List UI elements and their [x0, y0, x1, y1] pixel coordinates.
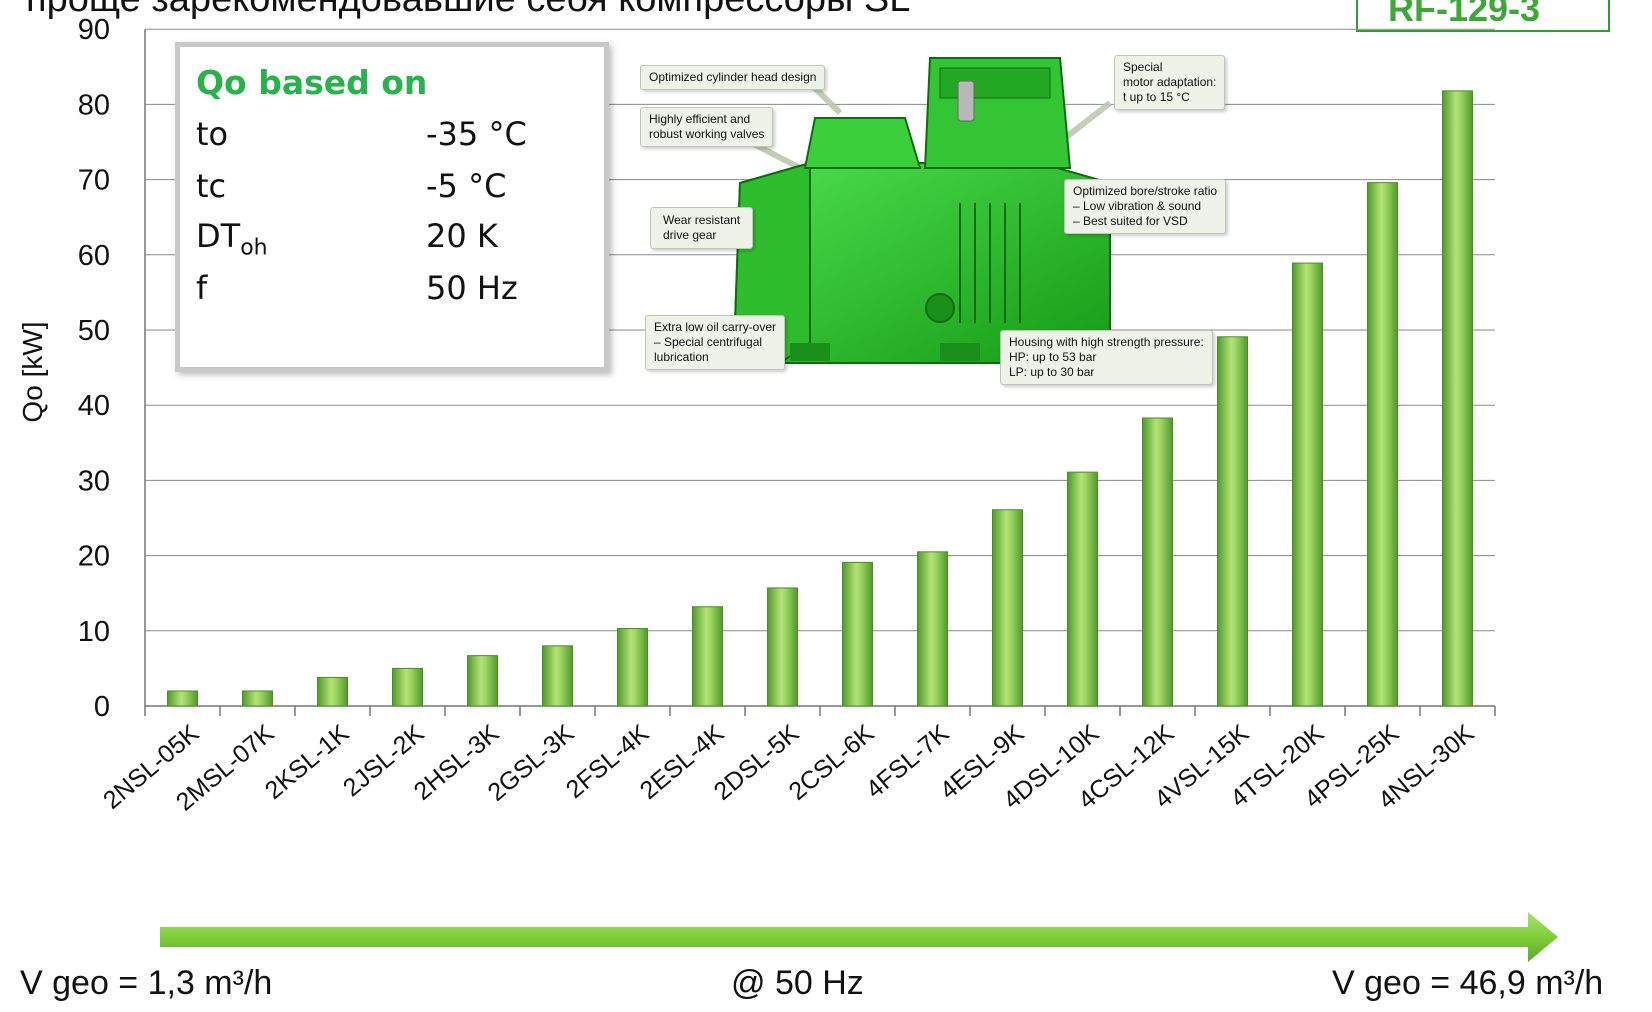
- y-tick-label: 30: [78, 465, 110, 497]
- y-tick-label: 10: [78, 616, 110, 648]
- callout-line: Optimized bore/stroke ratio: [1073, 184, 1218, 198]
- param-name: f: [196, 269, 208, 307]
- y-tick-labels: 0 10 20 30 40 50 60 70 80 90: [78, 14, 110, 723]
- y-tick-label: 50: [78, 315, 110, 347]
- bar: [1292, 262, 1323, 707]
- callout-line: – Best suited for VSD: [1073, 214, 1188, 228]
- page-title: проще зарекомендовавшие себя компрессоры…: [26, 0, 910, 21]
- callout-drive-gear: Wear resistant drive gear: [650, 207, 754, 249]
- param-value: 20 K: [426, 217, 498, 255]
- compressor-drawing: [733, 57, 1112, 365]
- y-tick-label: 20: [78, 541, 110, 573]
- callout-bore-stroke: Optimized bore/stroke ratio – Low vibrat…: [1064, 179, 1227, 234]
- bar: [542, 645, 573, 707]
- param-name: to: [196, 115, 229, 153]
- callout-line: drive gear: [663, 228, 717, 242]
- y-tick-label: 0: [94, 691, 110, 723]
- param-name: tc: [196, 167, 227, 205]
- param-subscript: oh: [240, 235, 268, 261]
- slide-number-badge: RF-129-3: [1356, 0, 1610, 32]
- bars: [167, 90, 1473, 707]
- callout-line: Wear resistant: [663, 213, 741, 227]
- conditions-title: Qo based on: [196, 63, 428, 102]
- x-tick-labels: 2NSL-05K2MSL-07K2KSL-1K2JSL-2K2HSL-3K2GS…: [98, 719, 1480, 817]
- x-tick-label: 2CSL-6K: [784, 719, 880, 806]
- callout-line: motor adaptation:: [1123, 75, 1217, 89]
- callout-line: Highly efficient and: [649, 112, 751, 126]
- footer-vgeo-min: V geo = 1,3 m³/h: [20, 964, 273, 1002]
- bar: [992, 509, 1023, 707]
- param-name-dt: DToh: [196, 217, 268, 260]
- bar: [692, 606, 723, 707]
- y-tick-label: 80: [78, 89, 110, 121]
- compressor-illustration: Optimized cylinder head design Highly ef…: [640, 43, 1246, 403]
- bar: [917, 551, 948, 707]
- param-value: -35 °C: [426, 115, 527, 153]
- callout-line: Optimized cylinder head design: [649, 70, 817, 84]
- bar: [1142, 417, 1173, 707]
- callout-line: LP: up to 30 bar: [1009, 365, 1095, 379]
- footer-vgeo-max: V geo = 46,9 m³/h: [1332, 964, 1604, 1002]
- callout-line: HP: up to 53 bar: [1009, 350, 1097, 364]
- y-tick-label: 60: [78, 240, 110, 272]
- callout-cylinder-head: Optimized cylinder head design: [640, 65, 826, 90]
- bar: [317, 676, 348, 707]
- callout-line: t up to 15 °C: [1123, 90, 1190, 104]
- capacity-range-arrow: [160, 912, 1558, 962]
- y-axis-label: Qo [kW]: [17, 321, 48, 422]
- callout-valves: Highly efficient and robust working valv…: [640, 107, 774, 147]
- y-tick-label: 90: [78, 14, 110, 46]
- bar: [1442, 90, 1473, 707]
- bar: [242, 690, 273, 707]
- bar: [167, 690, 198, 707]
- bar: [617, 628, 648, 707]
- callout-line: – Special centrifugal: [654, 335, 763, 349]
- callout-oil-carryover: Extra low oil carry-over – Special centr…: [645, 315, 786, 370]
- param-value: 50 Hz: [426, 269, 518, 307]
- callout-line: Special: [1123, 60, 1163, 74]
- bar: [767, 587, 798, 707]
- bar: [1067, 471, 1098, 707]
- bar: [1217, 336, 1248, 707]
- bar: [1367, 182, 1398, 707]
- callout-housing: Housing with high strength pressure: HP:…: [1000, 330, 1213, 385]
- callout-line: robust working valves: [649, 127, 765, 141]
- param-name: DT: [196, 217, 241, 255]
- bar-chart: 0 10 20 30 40 50 60 70 80 90 2NSL-05K2MSL-07K2KSL…: [17, 14, 1496, 817]
- y-tick-label: 40: [78, 390, 110, 422]
- bar: [467, 655, 498, 707]
- y-tick-label: 70: [78, 165, 110, 197]
- x-tick-label: 2KSL-1K: [260, 719, 355, 805]
- callout-line: Housing with high strength pressure:: [1009, 335, 1204, 349]
- callout-line: – Low vibration & sound: [1073, 199, 1202, 213]
- axes: [144, 29, 1496, 716]
- bar: [842, 561, 873, 707]
- callout-line: lubrication: [654, 350, 709, 364]
- callout-line: Extra low oil carry-over: [654, 320, 777, 334]
- param-value: -5 °C: [426, 167, 507, 205]
- footer-frequency: @ 50 Hz: [731, 964, 864, 1002]
- callout-motor-adaptation: Special motor adaptation: t up to 15 °C: [1114, 55, 1226, 110]
- bar: [392, 667, 423, 707]
- conditions-box: Qo based on to -35 °C tc -5 °C DToh 20 K…: [175, 42, 609, 372]
